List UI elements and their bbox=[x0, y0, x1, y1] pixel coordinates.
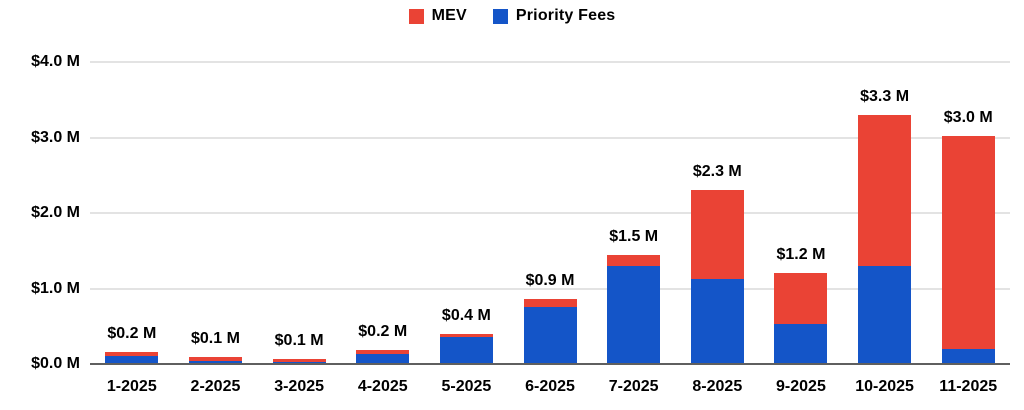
bar-group-8-2025: $2.3 M bbox=[675, 62, 759, 364]
bar-segment-priority-fees bbox=[607, 265, 661, 364]
legend-label-priority-fees: Priority Fees bbox=[515, 7, 616, 24]
bar-value-label: $1.2 M bbox=[776, 246, 826, 264]
x-tick-label: 7-2025 bbox=[608, 378, 659, 395]
bar-group-9-2025: $1.2 M bbox=[759, 62, 843, 364]
bar-segment-mev bbox=[272, 358, 326, 362]
bar-group-10-2025: $3.3 M bbox=[843, 62, 927, 364]
x-tick-label: 8-2025 bbox=[692, 378, 743, 395]
bar-group-6-2025: $0.9 M bbox=[508, 62, 592, 364]
bar-value-label: $0.2 M bbox=[107, 324, 157, 342]
bar-segment-priority-fees bbox=[690, 278, 744, 364]
y-axis: $4.0 M $3.0 M $2.0 M $1.0 M $0.0 M bbox=[0, 53, 80, 372]
bar-segment-priority-fees bbox=[272, 361, 326, 364]
x-axis-line bbox=[90, 363, 1010, 365]
bar-group-2-2025: $0.1 M bbox=[174, 62, 258, 364]
bar-value-label: $0.2 M bbox=[358, 322, 408, 340]
x-tick-label: 9-2025 bbox=[776, 378, 826, 395]
bar-value-label: $0.1 M bbox=[191, 330, 240, 348]
bar-segment-mev bbox=[439, 333, 493, 337]
bar-group-3-2025: $0.1 M bbox=[257, 62, 341, 364]
bar-segment-mev bbox=[105, 351, 159, 356]
legend-item-mev: MEV bbox=[408, 7, 467, 25]
bar-value-label: $3.0 M bbox=[943, 109, 993, 126]
bar-value-label: $0.4 M bbox=[441, 306, 491, 324]
bar-segment-priority-fees bbox=[941, 348, 995, 364]
bar-segment-mev bbox=[690, 190, 744, 279]
bar-segment-mev bbox=[607, 254, 661, 266]
x-tick-label: 10-2025 bbox=[855, 378, 914, 395]
x-tick-label: 11-2025 bbox=[939, 378, 998, 395]
y-tick-label: $0.0 M bbox=[31, 355, 80, 372]
bar-segment-priority-fees bbox=[188, 360, 242, 364]
bar-group-4-2025: $0.2 M bbox=[341, 62, 425, 364]
legend-label-mev: MEV bbox=[431, 7, 467, 24]
bar-value-label: $3.3 M bbox=[860, 87, 910, 105]
x-tick-label: 5-2025 bbox=[441, 378, 492, 395]
bar-value-label: $0.9 M bbox=[525, 272, 575, 290]
x-tick-label: 2-2025 bbox=[190, 378, 241, 395]
bar-value-label: $0.1 M bbox=[274, 331, 324, 349]
x-tick-label: 4-2025 bbox=[357, 378, 408, 395]
bar-group-11-2025: $3.0 M bbox=[926, 62, 1010, 364]
bar-segment-priority-fees bbox=[105, 355, 159, 364]
x-tick-label: 3-2025 bbox=[274, 378, 325, 395]
bar-group-7-2025: $1.5 M bbox=[592, 62, 676, 364]
gridline bbox=[90, 61, 1010, 63]
y-tick-label: $3.0 M bbox=[31, 128, 80, 146]
bar-value-label: $1.5 M bbox=[609, 227, 659, 245]
bars-row: $0.2 M $0.1 M $0.1 M $0.2 M $0.4 M $0.9 M $1.5… bbox=[90, 62, 1010, 364]
bar-segment-mev bbox=[858, 114, 912, 266]
mev-swatch-icon bbox=[408, 8, 424, 24]
bar-segment-mev bbox=[941, 136, 995, 349]
y-tick-label: $4.0 M bbox=[31, 53, 80, 70]
gridline bbox=[90, 136, 1010, 139]
gridline bbox=[90, 287, 1010, 290]
x-axis: 1-2025 2-2025 3-2025 4-2025 5-2025 6-2025 7-20… bbox=[90, 378, 1010, 396]
bar-group-5-2025: $0.4 M bbox=[425, 62, 509, 364]
bar-segment-priority-fees bbox=[439, 336, 493, 364]
bar-segment-mev bbox=[774, 273, 828, 324]
bar-segment-priority-fees bbox=[356, 354, 410, 364]
legend: MEV Priority Fees bbox=[0, 7, 1024, 25]
bar-segment-mev bbox=[356, 349, 410, 355]
y-tick-label: $2.0 M bbox=[31, 204, 80, 221]
legend-item-priority-fees: Priority Fees bbox=[492, 7, 616, 25]
bar-segment-priority-fees bbox=[774, 324, 828, 364]
x-tick-label: 1-2025 bbox=[106, 378, 157, 395]
bar-segment-priority-fees bbox=[858, 265, 912, 364]
x-tick-label: 6-2025 bbox=[525, 378, 575, 395]
y-tick-label: $1.0 M bbox=[31, 279, 80, 297]
bar-segment-mev bbox=[523, 299, 577, 307]
bar-value-label: $2.3 M bbox=[692, 163, 742, 181]
bar-segment-mev bbox=[188, 357, 242, 361]
plot-area: $0.2 M $0.1 M $0.1 M $0.2 M $0.4 M $0.9 M $1.5… bbox=[90, 61, 1010, 365]
priority-fees-swatch-icon bbox=[492, 8, 508, 24]
bar-group-1-2025: $0.2 M bbox=[90, 62, 174, 364]
gridline bbox=[90, 212, 1010, 214]
bar-segment-priority-fees bbox=[523, 306, 577, 364]
